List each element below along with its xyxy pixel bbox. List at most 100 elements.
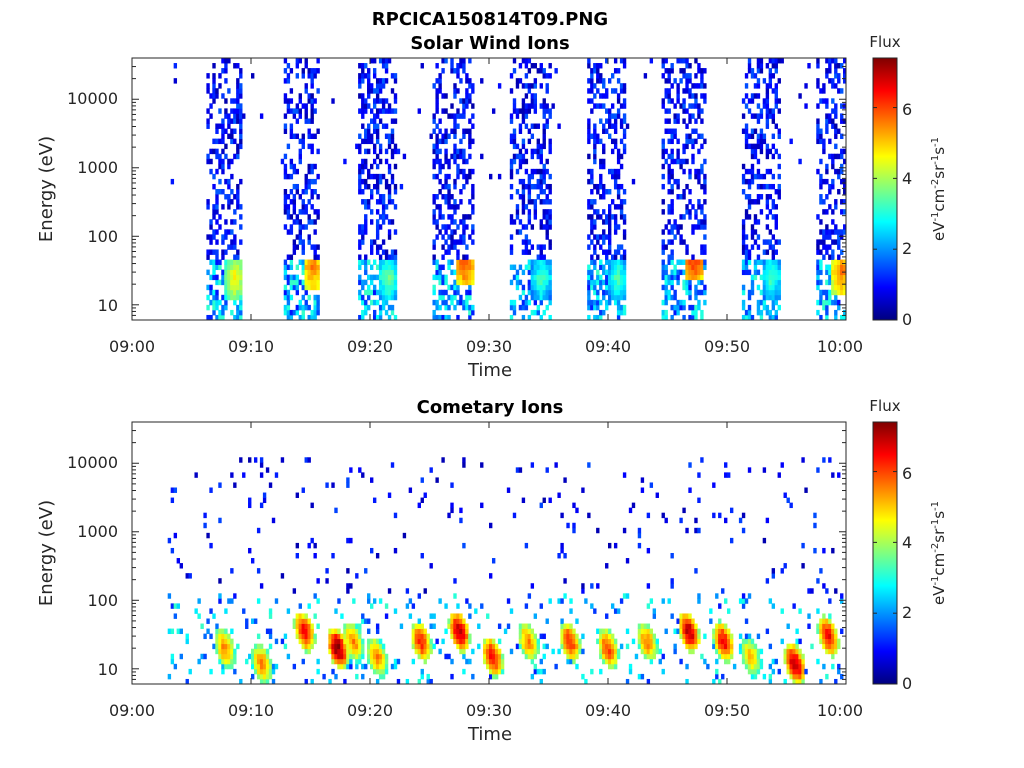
heatmap-cell	[765, 289, 770, 296]
heatmap-cell	[566, 658, 570, 665]
heatmap-cell	[575, 638, 579, 645]
heatmap-cell	[429, 623, 433, 629]
heatmap-cell	[256, 658, 261, 665]
heatmap-cell	[741, 314, 746, 321]
heatmap-cell	[831, 158, 835, 165]
heatmap-cell	[768, 663, 773, 670]
heatmap-cell	[602, 648, 606, 655]
heatmap-cell	[533, 638, 538, 645]
heatmap-cell	[271, 663, 276, 670]
heatmap-cell	[542, 279, 546, 286]
heatmap-cell	[599, 628, 603, 635]
heatmap-cell	[367, 274, 371, 281]
heatmap-cell	[593, 103, 597, 109]
heatmap-cell	[700, 264, 704, 271]
heatmap-cell	[828, 457, 832, 463]
heatmap-cell	[224, 194, 228, 200]
heatmap-cell	[316, 68, 320, 74]
heatmap-cell	[230, 294, 234, 301]
heatmap-cell	[298, 158, 302, 165]
heatmap-cell	[533, 168, 538, 175]
heatmap-cell	[438, 118, 442, 124]
heatmap-cell	[685, 83, 689, 89]
heatmap-cell	[289, 133, 294, 140]
heatmap-cell	[230, 128, 234, 134]
heatmap-cell	[224, 663, 228, 670]
heatmap-cell	[703, 93, 707, 99]
heatmap-cell	[816, 58, 820, 64]
heatmap-cell	[524, 204, 529, 210]
heatmap-cell	[631, 178, 636, 185]
heatmap-cell	[468, 289, 472, 296]
heatmap-cell	[834, 259, 838, 265]
heatmap-cell	[295, 613, 300, 619]
heatmap-cell	[304, 299, 308, 306]
heatmap-cell	[521, 284, 526, 291]
heatmap-cell	[370, 603, 374, 609]
heatmap-cell	[349, 653, 353, 660]
heatmap-cell	[667, 88, 671, 94]
heatmap-cell	[756, 244, 761, 250]
heatmap-cell	[417, 623, 421, 629]
heatmap-cell	[212, 173, 216, 180]
heatmap-cell	[750, 234, 755, 240]
heatmap-cell	[789, 673, 793, 680]
heatmap-cell	[682, 638, 686, 645]
heatmap-cell	[307, 68, 311, 74]
heatmap-cell	[596, 294, 600, 301]
heatmap-cell	[337, 633, 341, 640]
heatmap-cell	[292, 108, 297, 114]
heatmap-cell	[741, 259, 746, 265]
heatmap-cell	[593, 93, 597, 99]
heatmap-cell	[361, 643, 365, 650]
heatmap-cell	[596, 234, 600, 240]
heatmap-cell	[548, 143, 552, 150]
heatmap-cell	[346, 653, 350, 660]
heatmap-cell	[771, 88, 776, 94]
heatmap-cell	[694, 173, 698, 180]
heatmap-cell	[352, 598, 356, 604]
heatmap-cell	[465, 244, 469, 250]
heatmap-cell	[328, 648, 332, 655]
heatmap-cell	[468, 269, 472, 276]
heatmap-cell	[375, 299, 380, 306]
heatmap-cell	[593, 608, 597, 614]
heatmap-cell	[744, 658, 749, 665]
heatmap-cell	[753, 229, 758, 235]
heatmap-cell	[215, 279, 219, 286]
colorbar-frame	[872, 421, 898, 685]
heatmap-cell	[741, 163, 746, 170]
heatmap-cell	[685, 613, 689, 619]
heatmap-cell	[361, 613, 365, 619]
heatmap-cell	[602, 633, 606, 640]
heatmap-cell	[670, 138, 674, 145]
heatmap-cell	[521, 118, 526, 124]
heatmap-cell	[206, 269, 210, 276]
heatmap-cell	[679, 517, 683, 524]
heatmap-cell	[313, 613, 317, 619]
heatmap-cell	[450, 633, 454, 640]
heatmap-cell	[756, 653, 761, 660]
heatmap-cell	[390, 173, 395, 180]
heatmap-cell	[301, 304, 305, 311]
heatmap-cell	[212, 289, 216, 296]
heatmap-cell	[655, 638, 659, 645]
colorbar-tick-label: 6	[902, 464, 912, 483]
heatmap-cell	[596, 138, 600, 145]
heatmap-cell	[215, 239, 219, 245]
heatmap-cell	[450, 259, 454, 265]
heatmap-cell	[727, 658, 731, 665]
heatmap-cell	[527, 633, 532, 640]
heatmap-cell	[661, 284, 665, 291]
heatmap-cell	[399, 183, 404, 190]
heatmap-cell	[497, 663, 502, 670]
heatmap-cell	[741, 234, 746, 240]
heatmap-cell	[248, 547, 252, 554]
heatmap-cell	[542, 668, 546, 675]
heatmap-cell	[816, 133, 820, 140]
heatmap-cell	[423, 633, 427, 640]
heatmap-cell	[215, 304, 219, 311]
heatmap-cell	[756, 118, 761, 124]
heatmap-cell	[765, 148, 770, 155]
heatmap-cell	[233, 118, 237, 124]
